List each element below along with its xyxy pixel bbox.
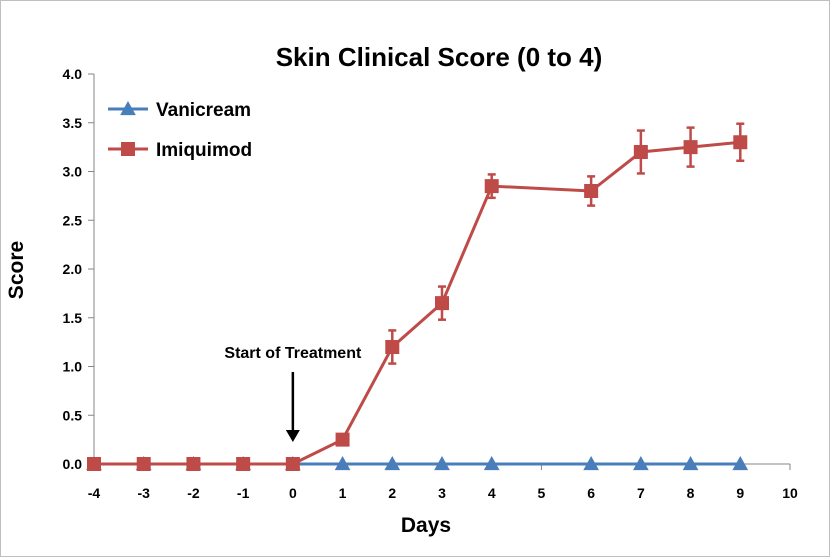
annotation-layer: Start of Treatment <box>224 345 362 442</box>
y-tick-label: 1.0 <box>63 359 83 375</box>
x-axis-title: Days <box>401 514 451 537</box>
data-point <box>584 184 599 198</box>
x-tick-label: 8 <box>687 485 695 501</box>
annotation-arrow-head <box>285 430 300 442</box>
series-layer <box>86 122 749 471</box>
data-point <box>334 455 351 471</box>
legend-marker <box>121 142 135 156</box>
y-tick-label: 3.0 <box>63 164 83 180</box>
x-tick-label: 3 <box>438 485 446 501</box>
x-tick-label: 4 <box>488 485 496 501</box>
x-tick-label: 7 <box>637 485 645 501</box>
x-tick-label: 6 <box>587 485 595 501</box>
x-tick-label: -1 <box>237 485 250 501</box>
x-tick-label: -4 <box>88 485 101 501</box>
x-tick-label: 1 <box>339 485 347 501</box>
y-axis-ticks: 0.0 0.5 1.0 1.5 2.0 2.5 3.0 3.5 4.0 <box>63 66 94 472</box>
data-point <box>385 340 400 354</box>
legend-label: Vanicream <box>156 100 251 121</box>
y-tick-label: 0.5 <box>63 407 83 423</box>
x-axis-ticks: -4 -3 -2 -1 0 1 2 3 4 5 6 7 8 9 10 <box>88 464 798 501</box>
series-imiquimod <box>87 122 748 471</box>
data-point <box>87 457 101 471</box>
data-point <box>633 455 649 471</box>
data-point <box>434 455 450 471</box>
data-point <box>186 457 201 471</box>
y-tick-label: 0.0 <box>63 456 83 472</box>
x-tick-label: -3 <box>137 485 150 501</box>
legend-label: Imiquimod <box>156 140 252 161</box>
x-tick-label: 10 <box>782 485 798 501</box>
data-point <box>435 296 449 311</box>
data-point <box>236 457 251 471</box>
annotation-label: Start of Treatment <box>224 345 362 362</box>
x-tick-label: 5 <box>538 485 546 501</box>
data-point <box>682 455 699 471</box>
data-point <box>484 179 499 194</box>
legend-item-imiquimod: Imiquimod <box>108 140 252 161</box>
data-point <box>335 432 350 447</box>
y-axis-title: Score <box>5 241 28 299</box>
x-tick-label: 0 <box>289 485 297 501</box>
data-point <box>732 455 749 471</box>
series-line <box>94 140 741 466</box>
legend-marker <box>120 100 136 116</box>
axes <box>93 74 790 465</box>
y-tick-label: 1.5 <box>63 310 83 326</box>
legend-item-vanicream: Vanicream <box>108 100 251 121</box>
data-point <box>483 455 500 471</box>
y-tick-label: 4.0 <box>63 66 83 82</box>
x-tick-label: -2 <box>187 485 200 501</box>
y-tick-label: 2.5 <box>63 212 83 228</box>
legend: Vanicream Imiquimod <box>108 100 252 161</box>
data-point <box>633 145 648 159</box>
data-point <box>384 455 401 471</box>
data-point <box>733 135 748 150</box>
x-tick-label: 9 <box>736 485 744 501</box>
data-point <box>683 140 698 155</box>
x-tick-label: 2 <box>388 485 396 501</box>
chart-title: Skin Clinical Score (0 to 4) <box>276 42 603 72</box>
data-point <box>583 455 599 471</box>
data-point <box>285 457 300 471</box>
data-point <box>136 457 151 471</box>
y-tick-label: 3.5 <box>63 115 83 131</box>
y-tick-label: 2.0 <box>63 261 83 277</box>
